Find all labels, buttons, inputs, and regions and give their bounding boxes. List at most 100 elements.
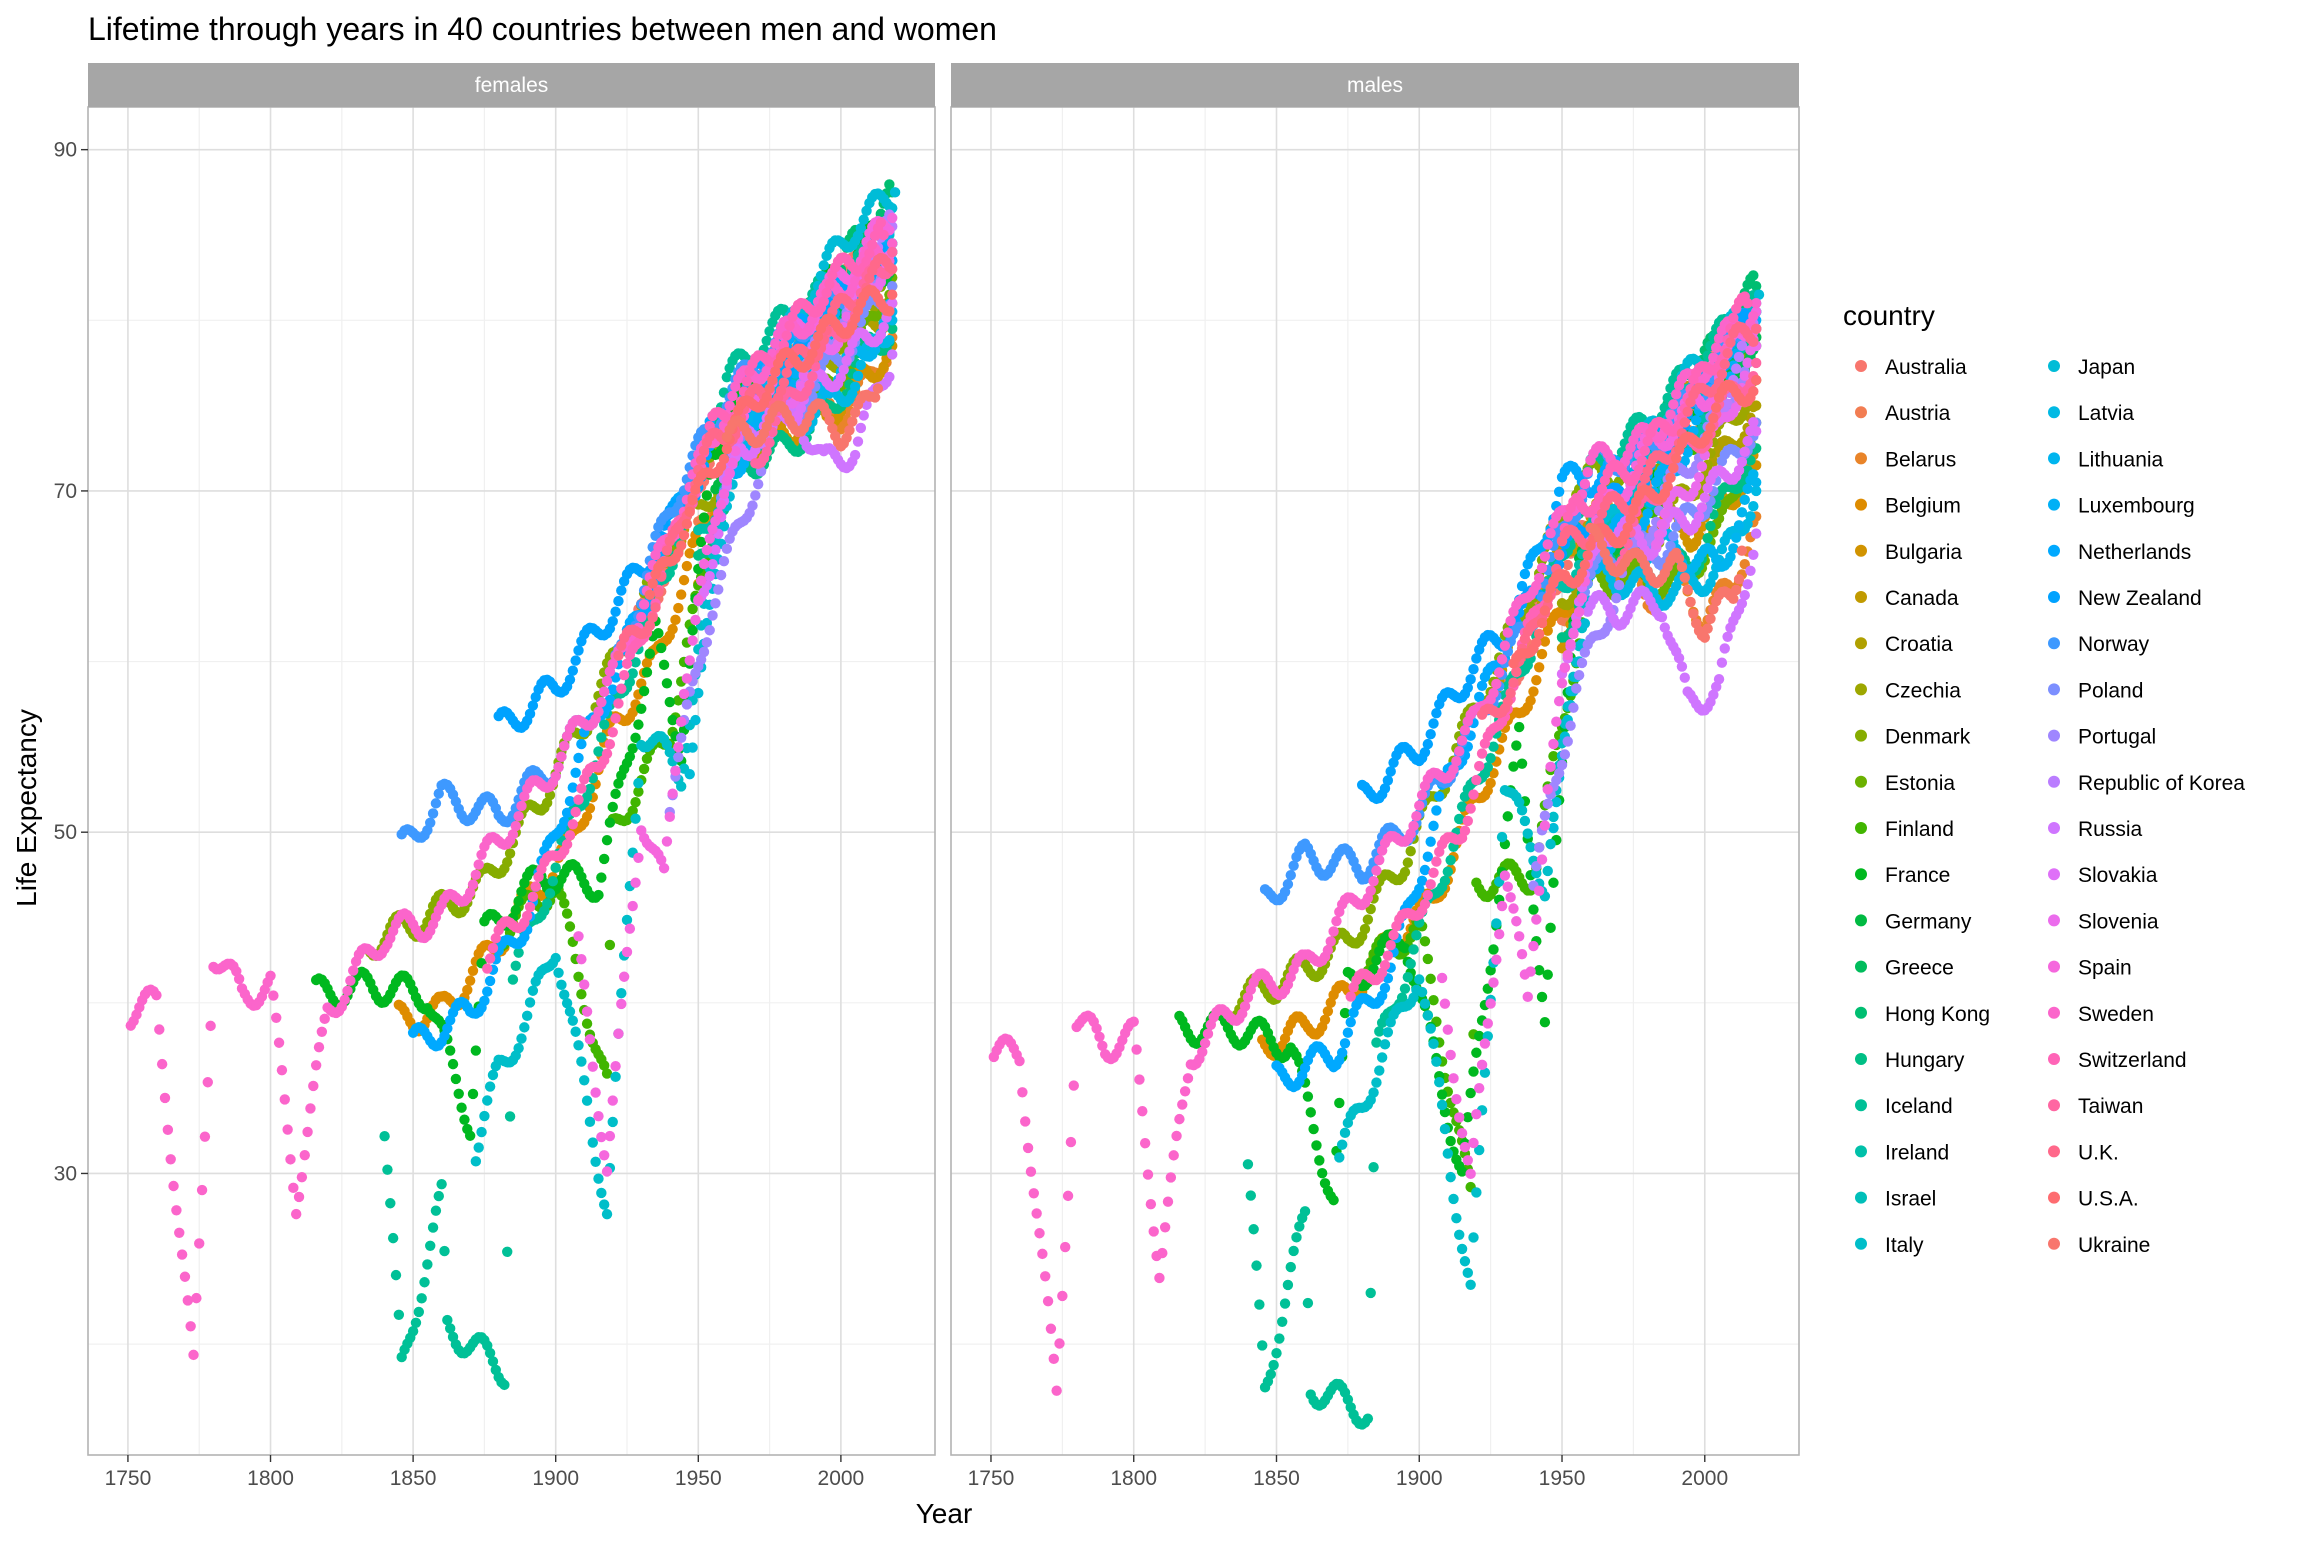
- data-point: [565, 921, 575, 931]
- data-point: [265, 971, 275, 981]
- chart-title: Lifetime through years in 40 countries b…: [88, 11, 997, 47]
- data-point: [844, 425, 854, 435]
- data-point: [596, 872, 606, 882]
- data-point: [482, 986, 492, 996]
- data-point: [559, 898, 569, 908]
- data-point: [436, 1179, 446, 1189]
- data-point: [513, 896, 523, 906]
- data-point: [570, 807, 580, 817]
- data-point: [314, 1042, 324, 1052]
- data-point: [302, 1127, 312, 1137]
- data-point: [342, 986, 352, 996]
- data-point: [274, 1038, 284, 1048]
- data-point: [1314, 1155, 1324, 1165]
- data-point: [605, 817, 615, 827]
- data-point: [839, 365, 849, 375]
- data-point: [422, 1259, 432, 1269]
- data-point: [596, 1188, 606, 1198]
- data-point: [610, 713, 620, 723]
- data-point: [582, 1006, 592, 1016]
- data-point: [1308, 1124, 1318, 1134]
- data-point: [451, 1074, 461, 1084]
- data-point: [605, 739, 615, 749]
- data-point: [690, 715, 700, 725]
- data-point: [867, 239, 877, 249]
- data-point: [630, 878, 640, 888]
- data-point: [562, 839, 572, 849]
- data-point: [1528, 686, 1538, 696]
- data-point: [462, 985, 472, 995]
- data-point: [525, 997, 535, 1007]
- data-point: [468, 966, 478, 976]
- data-point: [573, 1040, 583, 1050]
- data-point: [716, 570, 726, 580]
- data-point: [511, 905, 521, 915]
- data-point: [516, 1033, 526, 1043]
- data-point: [556, 752, 566, 762]
- data-point: [454, 1089, 464, 1099]
- data-point: [707, 610, 717, 620]
- data-point: [847, 416, 857, 426]
- data-point: [300, 1150, 310, 1160]
- data-point: [679, 689, 689, 699]
- data-point: [682, 561, 692, 571]
- data-point: [291, 1209, 301, 1219]
- data-point: [887, 247, 897, 257]
- data-point: [673, 742, 683, 752]
- data-point: [468, 1089, 478, 1099]
- data-point: [722, 444, 732, 454]
- data-point: [474, 1142, 484, 1152]
- data-point: [602, 676, 612, 686]
- data-point: [382, 1164, 392, 1174]
- data-point: [633, 778, 643, 788]
- data-point: [1306, 1107, 1316, 1117]
- data-point: [853, 436, 863, 446]
- data-point: [645, 649, 655, 659]
- data-point: [856, 423, 866, 433]
- data-point: [599, 854, 609, 864]
- data-point: [616, 999, 626, 1009]
- data-point: [1437, 1089, 1447, 1099]
- data-point: [878, 230, 888, 240]
- data-point: [528, 986, 538, 996]
- data-point: [742, 376, 752, 386]
- data-point: [1534, 662, 1544, 672]
- data-point: [699, 647, 709, 657]
- data-point: [1517, 758, 1527, 768]
- data-point: [593, 706, 603, 716]
- data-point: [391, 1270, 401, 1280]
- data-point: [513, 1043, 523, 1053]
- data-point: [425, 1241, 435, 1251]
- data-point: [519, 1022, 529, 1032]
- data-point: [693, 594, 703, 604]
- data-point: [1468, 1066, 1478, 1076]
- data-point: [876, 218, 886, 228]
- data-point: [502, 857, 512, 867]
- data-point: [650, 602, 660, 612]
- data-point: [685, 769, 695, 779]
- data-point: [1543, 969, 1553, 979]
- data-point: [456, 1102, 466, 1112]
- data-point: [639, 764, 649, 774]
- data-point: [702, 637, 712, 647]
- data-point: [1303, 1091, 1313, 1101]
- data-point: [642, 667, 652, 677]
- data-point: [439, 1246, 449, 1256]
- data-point: [1423, 954, 1433, 964]
- data-point: [482, 1095, 492, 1105]
- data-point: [177, 1249, 187, 1259]
- data-point: [1403, 857, 1413, 867]
- data-point: [662, 836, 672, 846]
- data-point: [593, 1111, 603, 1121]
- data-point: [579, 1075, 589, 1085]
- data-point: [676, 589, 686, 599]
- data-point: [459, 1114, 469, 1124]
- data-point: [588, 1137, 598, 1147]
- data-point: [647, 612, 657, 622]
- data-point: [610, 789, 620, 799]
- data-point: [166, 1154, 176, 1164]
- data-point: [445, 1045, 455, 1055]
- data-point: [188, 1350, 198, 1360]
- data-point: [379, 1131, 389, 1141]
- data-point: [670, 766, 680, 776]
